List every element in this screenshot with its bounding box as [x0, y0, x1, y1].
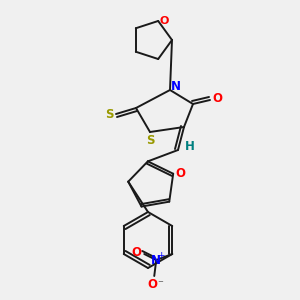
- Text: O: O: [147, 278, 157, 290]
- Text: O: O: [212, 92, 222, 106]
- Text: N: N: [171, 80, 181, 92]
- Text: +: +: [158, 250, 165, 260]
- Text: N: N: [151, 254, 161, 266]
- Text: H: H: [185, 140, 195, 154]
- Text: O: O: [175, 167, 185, 180]
- Text: O: O: [131, 245, 141, 259]
- Text: S: S: [105, 107, 113, 121]
- Text: ⁻: ⁻: [157, 279, 163, 289]
- Text: S: S: [146, 134, 154, 146]
- Text: O: O: [160, 16, 169, 26]
